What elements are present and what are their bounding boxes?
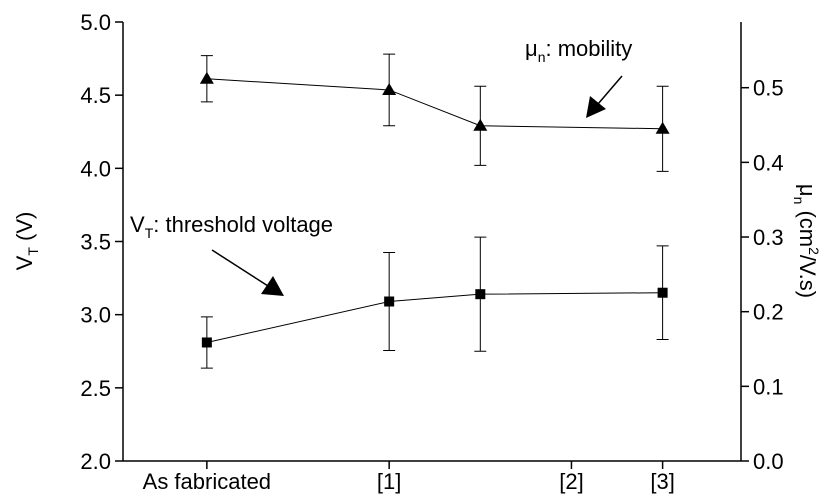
series-line xyxy=(206,292,663,343)
annotation-text: : threshold voltage xyxy=(153,212,333,237)
annotation-sub: n xyxy=(538,49,546,65)
arrow-head xyxy=(261,276,284,296)
annotation-text: : mobility xyxy=(545,36,632,61)
y2-tick-label: 0.3 xyxy=(753,225,784,250)
annotation: μn: mobility xyxy=(525,36,632,65)
y2-tick-label: 0.0 xyxy=(753,449,784,474)
y-label-sub: T xyxy=(25,247,41,256)
arrow-shaft xyxy=(211,249,269,287)
y-axis-label: VT (V) xyxy=(12,212,41,271)
y-tick-label: 4.5 xyxy=(80,83,111,108)
y-tick-label: 5.0 xyxy=(80,10,111,35)
marker xyxy=(655,121,670,134)
y2-axis-label: μn (cm2/V.s) xyxy=(791,184,822,298)
annotation-symbol: V xyxy=(130,212,145,237)
marker xyxy=(201,337,212,348)
annotation-symbol: μ xyxy=(525,36,538,61)
y-tick-label: 2.5 xyxy=(80,376,111,401)
x-tick-label: [2] xyxy=(559,469,583,494)
marker xyxy=(657,287,668,298)
y2-tick-label: 0.4 xyxy=(753,150,784,175)
x-tick-label: As fabricated xyxy=(143,469,271,494)
y2-tick-label: 0.1 xyxy=(753,374,784,399)
marker xyxy=(382,82,397,95)
y-tick-label: 3.0 xyxy=(80,303,111,328)
y2-tick-label: 0.5 xyxy=(753,76,784,101)
y2-label-pre: (cm xyxy=(795,204,820,247)
arrow-head xyxy=(586,96,606,118)
marker xyxy=(473,118,488,131)
y-tick-label: 4.0 xyxy=(80,156,111,181)
x-tick-label: [1] xyxy=(377,469,401,494)
y2-label-sub: n xyxy=(791,197,807,205)
y2-tick-label: 0.2 xyxy=(753,300,784,325)
y-label-rest: (V) xyxy=(12,212,37,247)
arrow-shaft xyxy=(597,75,623,105)
marker xyxy=(475,289,486,300)
y-tick-label: 3.5 xyxy=(80,230,111,255)
annotation: VT: threshold voltage xyxy=(130,212,333,241)
marker xyxy=(384,296,395,307)
marker xyxy=(199,71,214,84)
y-tick-label: 2.0 xyxy=(80,449,111,474)
y2-label-sup: 2 xyxy=(806,247,822,255)
annotation-sub: T xyxy=(145,225,154,241)
y2-label-symbol: μ xyxy=(795,184,820,197)
y-label-symbol: V xyxy=(12,255,37,270)
x-tick-label: [3] xyxy=(650,469,674,494)
y2-label-post: /V.s) xyxy=(795,255,820,298)
series-line xyxy=(206,78,663,130)
